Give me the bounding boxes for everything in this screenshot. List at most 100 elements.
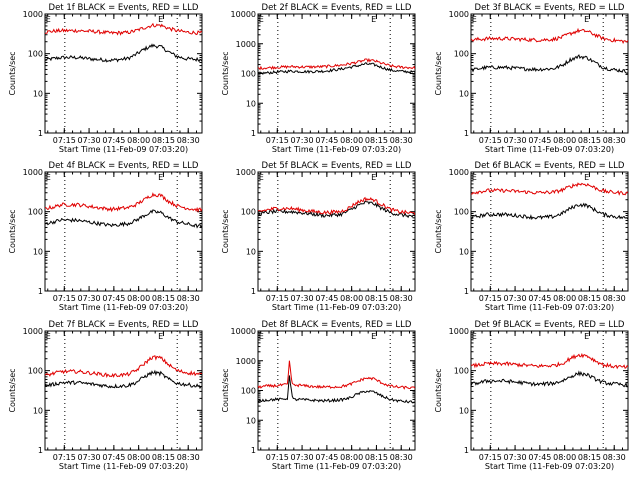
x-tick-label: 08:15 <box>365 453 388 462</box>
y-tick-label: 100 <box>28 50 43 59</box>
events-series-line <box>471 54 628 74</box>
plot-frame <box>257 171 416 292</box>
x-tick-label: 08:00 <box>127 453 150 462</box>
eclipse-marker: E <box>259 15 264 24</box>
plot-frame <box>257 330 416 451</box>
x-axis-label: Start Time (11-Feb-09 07:03:20) <box>272 303 401 312</box>
x-tick-label: 07:45 <box>102 136 125 145</box>
x-tick-label: 07:30 <box>291 294 314 303</box>
x-axis-label: Start Time (11-Feb-09 07:03:20) <box>59 462 188 471</box>
x-tick-label: 08:15 <box>152 294 175 303</box>
x-tick-label: 08:15 <box>578 136 601 145</box>
x-tick-label: 07:15 <box>266 136 289 145</box>
y-axis-label: Counts/sec <box>434 51 443 95</box>
y-tick-label: 1000 <box>449 10 469 19</box>
panel-det-6f: Det 6f BLACK = Events, RED = LLD 1 10 100 10… <box>434 161 629 312</box>
panel-title: Det 1f BLACK = Events, RED = LLD <box>49 3 199 13</box>
x-tick-label: 07:15 <box>53 294 76 303</box>
x-tick-label: 08:30 <box>390 453 413 462</box>
y-tick-label: 1 <box>464 129 469 138</box>
y-axis-label: Counts/sec <box>434 209 443 253</box>
y-axis-label: Counts/sec <box>8 51 17 95</box>
x-tick-label: 07:15 <box>479 453 502 462</box>
y-tick-label: 10000 <box>231 10 256 19</box>
eclipse-marker: E <box>472 332 477 341</box>
panel-det-5f: Det 5f BLACK = Events, RED = LLD 1 10 100 10… <box>221 161 416 312</box>
x-tick-label: 07:45 <box>102 453 125 462</box>
x-tick-label: 08:00 <box>553 136 576 145</box>
eclipse-marker: E <box>584 15 589 24</box>
y-tick-label: 10 <box>459 247 469 256</box>
y-tick-label: 10 <box>33 406 43 415</box>
eclipse-marker: E <box>46 332 51 341</box>
x-axis-label: Start Time (11-Feb-09 07:03:20) <box>272 462 401 471</box>
eclipse-marker: E <box>259 173 264 182</box>
lld-series-line <box>471 352 628 370</box>
y-tick-label: 100 <box>28 208 43 217</box>
x-tick-label: 08:30 <box>177 453 200 462</box>
panel-title: Det 8f BLACK = Events, RED = LLD <box>262 320 412 330</box>
x-axis-label: Start Time (11-Feb-09 07:03:20) <box>485 145 614 154</box>
x-axis-label: Start Time (11-Feb-09 07:03:20) <box>485 462 614 471</box>
y-axis-label: Counts/sec <box>8 368 17 412</box>
x-tick-label: 07:15 <box>53 453 76 462</box>
x-tick-label: 08:15 <box>152 453 175 462</box>
y-tick-label: 10 <box>459 406 469 415</box>
eclipse-marker: E <box>584 173 589 182</box>
events-series-line <box>258 375 415 404</box>
y-tick-label: 1 <box>251 129 256 138</box>
x-tick-label: 08:15 <box>365 294 388 303</box>
x-tick-label: 07:30 <box>504 453 527 462</box>
x-axis-label: Start Time (11-Feb-09 07:03:20) <box>59 303 188 312</box>
panel-det-7f: Det 7f BLACK = Events, RED = LLD 1 10 100 10… <box>8 320 203 471</box>
y-tick-label: 1 <box>251 287 256 296</box>
panel-det-9f: Det 9f BLACK = Events, RED = LLD 1 10 100 10… <box>434 320 629 471</box>
events-series-line <box>45 369 202 390</box>
x-tick-label: 07:30 <box>504 294 527 303</box>
x-tick-label: 08:00 <box>340 453 363 462</box>
y-tick-label: 100 <box>454 367 469 376</box>
x-tick-label: 07:15 <box>266 453 289 462</box>
events-series-line <box>258 62 415 76</box>
panel-det-3f: Det 3f BLACK = Events, RED = LLD 1 10 100 10… <box>434 3 629 154</box>
plot-frame <box>44 171 203 292</box>
panel-title: Det 7f BLACK = Events, RED = LLD <box>49 320 199 330</box>
x-tick-label: 07:45 <box>528 453 551 462</box>
y-tick-label: 1000 <box>236 40 256 49</box>
eclipse-marker: E <box>472 15 477 24</box>
y-tick-label: 100 <box>454 208 469 217</box>
y-axis-label: Counts/sec <box>221 368 230 412</box>
lld-series-line <box>258 360 415 390</box>
y-tick-label: 1000 <box>449 168 469 177</box>
x-tick-label: 08:15 <box>365 136 388 145</box>
y-tick-label: 1 <box>38 446 43 455</box>
y-tick-label: 1 <box>251 446 256 455</box>
x-tick-label: 08:00 <box>127 294 150 303</box>
x-tick-label: 08:00 <box>127 136 150 145</box>
x-tick-label: 07:45 <box>315 136 338 145</box>
y-tick-label: 1000 <box>449 327 469 336</box>
y-tick-label: 10 <box>33 89 43 98</box>
plot-frame <box>470 171 629 292</box>
y-tick-label: 10 <box>459 89 469 98</box>
x-tick-label: 07:30 <box>78 453 101 462</box>
eclipse-marker: E <box>371 332 376 341</box>
y-tick-label: 10 <box>246 247 256 256</box>
x-axis-label: Start Time (11-Feb-09 07:03:20) <box>485 303 614 312</box>
y-tick-label: 1000 <box>23 327 43 336</box>
x-tick-label: 08:00 <box>553 453 576 462</box>
y-tick-label: 1000 <box>236 357 256 366</box>
panel-title: Det 3f BLACK = Events, RED = LLD <box>475 3 625 13</box>
panel-title: Det 5f BLACK = Events, RED = LLD <box>262 161 412 171</box>
panel-det-8f: Det 8f BLACK = Events, RED = LLD 1 10 100 10… <box>221 320 416 471</box>
y-tick-label: 100 <box>454 50 469 59</box>
eclipse-marker: E <box>472 173 477 182</box>
x-tick-label: 07:15 <box>53 136 76 145</box>
x-tick-label: 08:30 <box>603 294 626 303</box>
lld-series-line <box>471 182 628 196</box>
y-tick-label: 1000 <box>236 168 256 177</box>
lld-series-line <box>45 22 202 36</box>
y-tick-label: 1 <box>464 287 469 296</box>
y-axis-label: Counts/sec <box>434 368 443 412</box>
